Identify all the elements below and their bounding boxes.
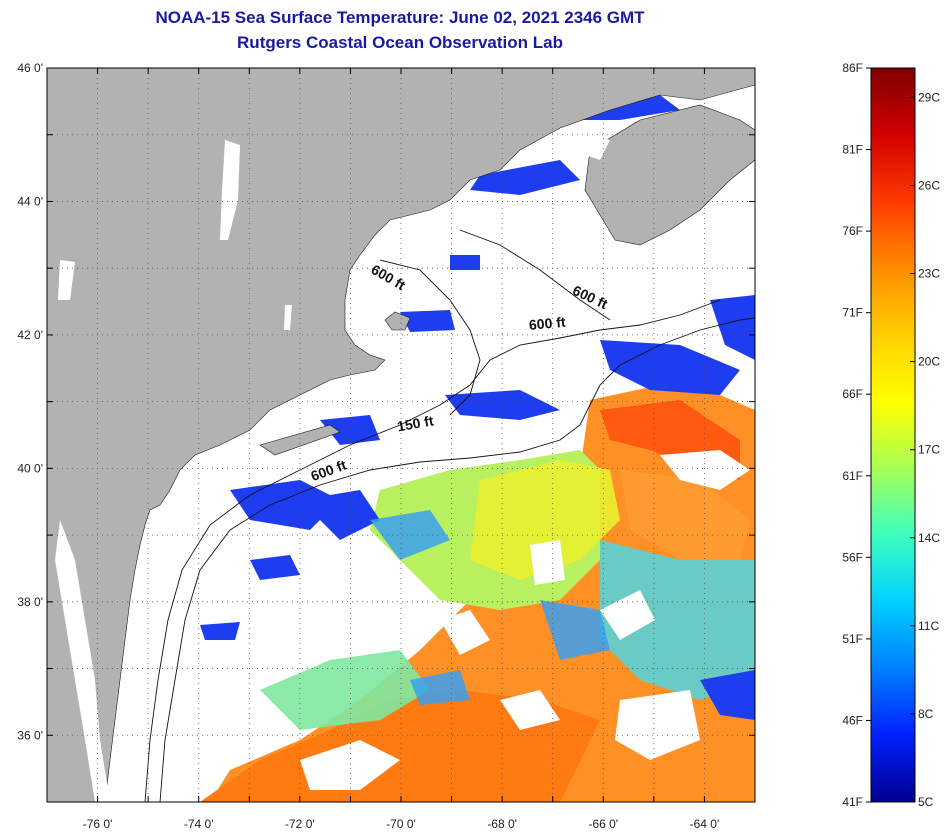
bathymetry-contours <box>144 229 755 802</box>
lon-tick-label: -66 0' <box>588 817 618 831</box>
sst-imagery <box>47 68 755 802</box>
colorbar-ticks <box>866 67 915 803</box>
lat-tick-label: 38 0' <box>17 595 43 609</box>
colorbar-f-label: 86F <box>842 61 863 75</box>
colorbar-c-label: 17C <box>918 443 940 457</box>
lat-tick-label: 44 0' <box>17 194 43 208</box>
lon-tick-label: -76 0' <box>83 817 113 831</box>
colorbar-f-label: 41F <box>842 795 863 809</box>
colorbar-c-label: 29C <box>918 90 940 104</box>
colorbar-fahrenheit-labels: 86F 81F 76F 71F 66F 61F 56F 51F 46F 41F <box>842 61 863 809</box>
lon-tick-label: -68 0' <box>487 817 517 831</box>
colorbar-c-label: 23C <box>918 267 940 281</box>
chesapeake-bay <box>55 520 110 802</box>
east-orange-patch <box>620 470 750 560</box>
land-mass <box>47 68 755 802</box>
colorbar-c-label: 26C <box>918 178 940 192</box>
colorbar <box>870 67 916 803</box>
colorbar-f-label: 51F <box>842 632 863 646</box>
lat-tick-label: 46 0' <box>17 61 43 75</box>
longitude-labels: -76 0' -74 0' -72 0' -70 0' -68 0' -66 0' -64 … <box>83 817 720 831</box>
latitude-labels: 46 0' 44 0' 42 0' 40 0' 38 0' 36 0' <box>17 61 43 742</box>
colorbar-c-label: 20C <box>918 355 940 369</box>
lat-tick-label: 40 0' <box>17 461 43 475</box>
lon-tick-label: -74 0' <box>184 817 214 831</box>
colorbar-c-label: 5C <box>918 795 934 809</box>
bay-of-fundy <box>560 128 610 160</box>
lon-tick-label: -64 0' <box>690 817 720 831</box>
colorbar-f-label: 81F <box>842 143 863 157</box>
contour-label: 150 ft <box>396 412 435 434</box>
contour-label: 600 ft <box>528 314 566 333</box>
lat-tick-label: 42 0' <box>17 328 43 342</box>
colorbar-f-label: 46F <box>842 713 863 727</box>
colorbar-c-label: 11C <box>918 619 939 633</box>
colorbar-celsius-labels: 29C 26C 23C 20C 17C 14C 11C 8C 5C <box>918 90 940 809</box>
cool-water-patches <box>370 510 610 705</box>
inland-lakes <box>58 140 292 330</box>
colorbar-f-label: 56F <box>842 550 863 564</box>
colorbar-f-label: 61F <box>842 469 863 483</box>
colorbar-c-label: 14C <box>918 531 940 545</box>
mid-cyan-region <box>600 540 755 700</box>
map-title: NOAA-15 Sea Surface Temperature: June 02… <box>155 8 645 27</box>
cloud-patches <box>180 450 750 790</box>
tick-marks <box>46 67 756 803</box>
lat-tick-label: 36 0' <box>17 728 43 742</box>
colorbar-c-label: 8C <box>918 707 934 721</box>
slope-water-yellow <box>470 460 620 580</box>
colorbar-f-label: 76F <box>842 224 863 238</box>
lon-tick-label: -70 0' <box>386 817 416 831</box>
lon-tick-label: -72 0' <box>285 817 315 831</box>
colorbar-f-label: 66F <box>842 387 863 401</box>
colorbar-f-label: 71F <box>842 306 863 320</box>
map-subtitle: Rutgers Coastal Ocean Observation Lab <box>237 33 563 52</box>
mid-green-region <box>260 650 430 730</box>
